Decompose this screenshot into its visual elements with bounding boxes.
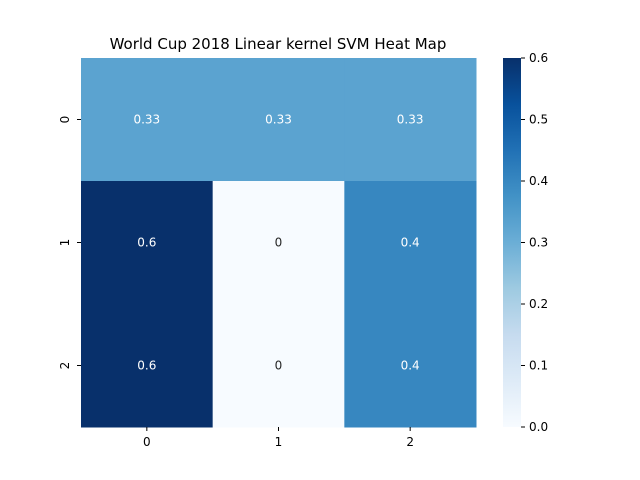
colorbar	[503, 58, 521, 427]
cell-annotation: 0.6	[137, 359, 156, 373]
chart-title: World Cup 2018 Linear kernel SVM Heat Ma…	[110, 35, 447, 53]
colorbar-axis: 0.0 0.1 0.2 0.3 0.4 0.5 0.6	[521, 51, 548, 434]
heatmap-cell	[344, 181, 477, 305]
heatmap-cell	[344, 304, 477, 428]
cell-annotation: 0.33	[397, 113, 424, 127]
cell-annotation: 0	[275, 236, 283, 250]
heatmap-cell	[212, 181, 345, 305]
heatmap-cell	[81, 58, 214, 182]
colorbar-tick-label: 0.6	[529, 51, 548, 65]
y-tick-label: 0	[58, 116, 72, 124]
heatmap-cell	[81, 181, 214, 305]
y-tick-label: 1	[58, 239, 72, 247]
colorbar-tick-label: 0.0	[529, 420, 548, 434]
cell-annotation: 0.33	[133, 113, 160, 127]
x-tick-label: 1	[275, 435, 283, 449]
x-tick-label: 2	[406, 435, 414, 449]
y-tick-label: 2	[58, 362, 72, 370]
colorbar-tick-label: 0.1	[529, 359, 548, 373]
cell-annotation: 0.4	[401, 236, 420, 250]
cell-annotation: 0.6	[137, 236, 156, 250]
colorbar-tick-label: 0.3	[529, 236, 548, 250]
x-axis: 0 1 2	[143, 427, 414, 449]
heatmap-cell	[81, 304, 214, 428]
heatmap-cell	[212, 304, 345, 428]
x-tick-label: 0	[143, 435, 151, 449]
colorbar-tick-label: 0.2	[529, 297, 548, 311]
heatmap-cell	[212, 58, 345, 182]
cell-annotation: 0.33	[265, 113, 292, 127]
heatmap-cells	[81, 58, 477, 428]
colorbar-tick-label: 0.4	[529, 174, 548, 188]
cell-annotation: 0.4	[401, 359, 420, 373]
cell-annotation: 0	[275, 359, 283, 373]
heatmap-annotations: 0.33 0.33 0.33 0.6 0 0.4 0.6 0 0.4	[133, 113, 423, 373]
colorbar-tick-label: 0.5	[529, 113, 548, 127]
y-axis: 0 1 2	[58, 116, 81, 370]
heatmap-cell	[344, 58, 477, 182]
